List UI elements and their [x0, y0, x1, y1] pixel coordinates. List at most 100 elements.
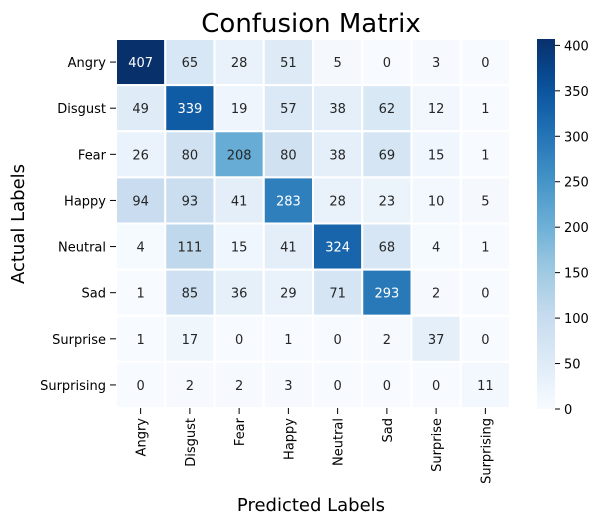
cell-value-label: 1 — [136, 333, 144, 348]
colorbar-gradient — [537, 39, 555, 409]
cell-value-label: 28 — [231, 56, 248, 71]
row-tick-labels: Angry Disgust Fear Happy Neutral Sad Surprise S… — [40, 56, 116, 394]
row-label-sad: Sad — [82, 287, 106, 302]
cell-value-label: 65 — [182, 56, 199, 71]
cell-value-label: 41 — [231, 194, 248, 209]
cell-value-label: 208 — [227, 148, 252, 163]
cell-value-label: 1 — [481, 102, 489, 117]
row-label-angry: Angry — [68, 56, 107, 71]
cell-value-label: 0 — [481, 333, 489, 348]
cell-value-label: 49 — [132, 102, 149, 117]
row-label-happy: Happy — [64, 194, 106, 209]
cell-value-label: 71 — [329, 287, 346, 302]
cell-neutral-neutral — [312, 222, 364, 271]
row-label-disgust: Disgust — [57, 102, 106, 117]
cell-surprising-neutral — [312, 360, 364, 409]
cell-value-label: 3 — [432, 56, 440, 71]
row-label-surprise: Surprise — [52, 333, 106, 348]
cell-happy-neutral — [312, 176, 364, 225]
cell-fear-surprising — [459, 130, 511, 179]
colorbar-tick-label: 100 — [564, 312, 589, 327]
cell-fear-fear — [213, 130, 265, 179]
cell-value-label: 0 — [481, 56, 489, 71]
cell-disgust-surprising — [459, 84, 511, 133]
cell-surprising-surprising — [459, 360, 511, 409]
column-label-happy: Happy — [282, 418, 297, 460]
cell-value-label: 1 — [136, 287, 144, 302]
row-label-surprising: Surprising — [40, 379, 106, 394]
colorbar-tick-label: 0 — [564, 403, 572, 418]
cell-value-label: 0 — [333, 379, 341, 394]
cell-value-label: 2 — [186, 379, 194, 394]
cell-neutral-happy — [262, 222, 314, 271]
column-tick-labels: Angry Disgust Fear Happy Neutral Sad Surprise S… — [135, 408, 494, 484]
cell-value-label: 1 — [284, 333, 292, 348]
cell-value-label: 111 — [177, 241, 202, 256]
cell-surprise-surprising — [459, 314, 511, 363]
cell-surprise-surprise — [410, 314, 462, 363]
cell-value-label: 1 — [481, 148, 489, 163]
column-label-surprising: Surprising — [479, 418, 494, 484]
cell-happy-surprise — [410, 176, 462, 225]
cell-surprise-fear — [213, 314, 265, 363]
cell-angry-surprising — [459, 38, 511, 87]
cell-value-label: 69 — [379, 148, 396, 163]
cell-value-label: 62 — [379, 102, 396, 117]
cell-value-label: 324 — [325, 241, 350, 256]
cell-surprise-neutral — [312, 314, 364, 363]
cell-sad-neutral — [312, 268, 364, 317]
cell-value-label: 0 — [383, 56, 391, 71]
colorbar-tick-label: 400 — [564, 39, 589, 54]
column-label-surprise: Surprise — [430, 418, 445, 472]
cell-value-label: 51 — [280, 56, 297, 71]
cell-value-label: 15 — [231, 241, 248, 256]
cell-fear-sad — [361, 130, 413, 179]
cell-value-label: 1 — [481, 241, 489, 256]
cell-value-label: 0 — [235, 333, 243, 348]
cell-value-label: 0 — [481, 287, 489, 302]
cell-disgust-disgust — [164, 84, 216, 133]
cell-value-label: 11 — [477, 379, 494, 394]
cell-value-label: 0 — [333, 333, 341, 348]
cell-surprise-sad — [361, 314, 413, 363]
cell-value-label: 41 — [280, 241, 297, 256]
cell-value-label: 57 — [280, 102, 297, 117]
cell-fear-neutral — [312, 130, 364, 179]
colorbar-tick-label: 50 — [564, 358, 581, 373]
colorbar-tick-label: 350 — [564, 85, 589, 100]
cell-value-label: 12 — [428, 102, 445, 117]
cell-value-label: 3 — [284, 379, 292, 394]
cell-value-label: 23 — [379, 194, 396, 209]
cell-sad-surprising — [459, 268, 511, 317]
cell-value-label: 80 — [280, 148, 297, 163]
cell-surprising-fear — [213, 360, 265, 409]
cell-angry-sad — [361, 38, 413, 87]
cell-disgust-happy — [262, 84, 314, 133]
cell-value-label: 38 — [329, 148, 346, 163]
cell-value-label: 5 — [481, 194, 489, 209]
cell-value-label: 19 — [231, 102, 248, 117]
cell-value-label: 2 — [235, 379, 243, 394]
colorbar-tick-label: 200 — [564, 221, 589, 236]
cell-value-label: 339 — [177, 102, 202, 117]
cell-surprise-disgust — [164, 314, 216, 363]
cell-value-label: 68 — [379, 241, 396, 256]
cell-value-label: 4 — [136, 241, 144, 256]
cell-value-label: 37 — [428, 333, 445, 348]
cell-fear-surprise — [410, 130, 462, 179]
cell-value-label: 36 — [231, 287, 248, 302]
cell-value-label: 17 — [182, 333, 199, 348]
cell-value-label: 0 — [432, 379, 440, 394]
cell-value-label: 94 — [132, 194, 149, 209]
colorbar-tick-label: 250 — [564, 176, 589, 191]
cell-value-label: 85 — [182, 287, 199, 302]
cell-value-label: 2 — [383, 333, 391, 348]
column-label-fear: Fear — [233, 417, 248, 446]
cell-sad-sad — [361, 268, 413, 317]
cell-disgust-sad — [361, 84, 413, 133]
cell-value-label: 93 — [182, 194, 199, 209]
x-axis-label: Predicted Labels — [237, 495, 385, 516]
cell-value-label: 2 — [432, 287, 440, 302]
cell-value-label: 0 — [136, 379, 144, 394]
